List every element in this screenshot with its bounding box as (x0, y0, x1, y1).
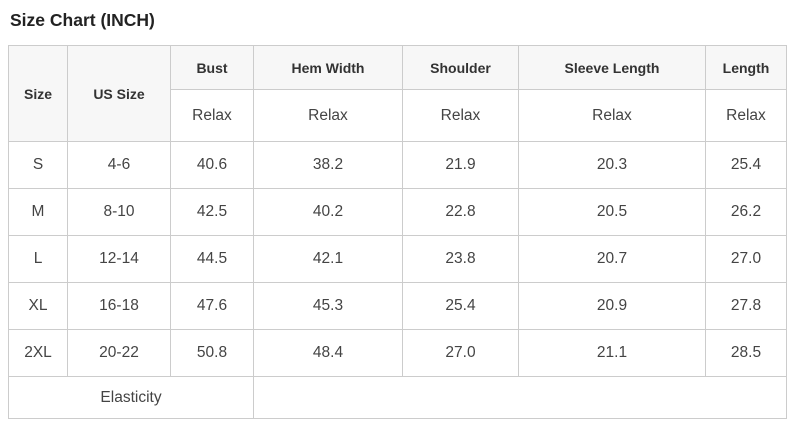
measurement-cell: 38.2 (253, 141, 403, 189)
size-row-m: M 8-10 42.5 40.2 22.8 20.5 26.2 (8, 188, 787, 236)
us-size-cell: 16-18 (67, 282, 171, 330)
size-cell: M (8, 188, 68, 236)
size-row-s: S 4-6 40.6 38.2 21.9 20.3 25.4 (8, 141, 787, 189)
fit-type-row: Relax Relax Relax Relax Relax (9, 89, 787, 142)
measurement-cell: 27.8 (705, 282, 787, 330)
size-chart-table: Size US Size Bust Hem Width Shoulder Sle… (8, 45, 787, 419)
page-title: Size Chart (INCH) (10, 10, 155, 30)
size-cell: 2XL (8, 329, 68, 377)
measurement-cell: 20.5 (518, 188, 706, 236)
size-cell: XL (8, 282, 68, 330)
measurement-cell: 45.3 (253, 282, 403, 330)
measurement-cell: 25.4 (705, 141, 787, 189)
measurement-cell: 22.8 (402, 188, 519, 236)
size-chart-body: S 4-6 40.6 38.2 21.9 20.3 25.4 M 8-10 42.5 40.2 22.… (8, 141, 787, 377)
fit-cell-sleeve-length: Relax (518, 89, 706, 142)
measurement-cell: 42.5 (170, 188, 254, 236)
size-row-2xl: 2XL 20-22 50.8 48.4 27.0 21.1 28.5 (8, 329, 787, 377)
measurement-cell: 20.3 (518, 141, 706, 189)
measurement-cell: 42.1 (253, 235, 403, 283)
fit-cell-shoulder: Relax (402, 89, 519, 142)
fit-cell-hem-width: Relax (253, 89, 403, 142)
col-header-bust: Bust (170, 45, 254, 90)
col-header-us-size: US Size (67, 45, 171, 142)
col-header-hem-width: Hem Width (253, 45, 403, 90)
measurement-cell: 40.6 (170, 141, 254, 189)
us-size-cell: 12-14 (67, 235, 171, 283)
size-row-l: L 12-14 44.5 42.1 23.8 20.7 27.0 (8, 235, 787, 283)
size-cell: L (8, 235, 68, 283)
measurement-cell: 40.2 (253, 188, 403, 236)
size-chart-footer: Elasticity (8, 376, 787, 419)
col-header-size: Size (8, 45, 68, 142)
measurement-cell: 20.9 (518, 282, 706, 330)
fit-cell-length: Relax (705, 89, 787, 142)
size-row-xl: XL 16-18 47.6 45.3 25.4 20.9 27.8 (8, 282, 787, 330)
size-chart-header: Size US Size Bust Hem Width Shoulder Sle… (8, 45, 787, 142)
col-header-length: Length (705, 45, 787, 90)
measurement-cell: 44.5 (170, 235, 254, 283)
measurement-cell: 50.8 (170, 329, 254, 377)
us-size-cell: 20-22 (67, 329, 171, 377)
col-header-sleeve-length: Sleeve Length (518, 45, 706, 90)
fit-cell-bust: Relax (170, 89, 254, 142)
column-header-row: Size US Size Bust Hem Width Shoulder Sle… (8, 45, 787, 142)
elasticity-value-cell (253, 376, 787, 419)
measurement-cell: 28.5 (705, 329, 787, 377)
measurement-cell: 23.8 (402, 235, 519, 283)
measurement-cell: 47.6 (170, 282, 254, 330)
elasticity-row: Elasticity (8, 376, 787, 419)
us-size-cell: 8-10 (67, 188, 171, 236)
measurement-cell: 21.9 (402, 141, 519, 189)
measurement-cell: 48.4 (253, 329, 403, 377)
measurement-cell: 26.2 (705, 188, 787, 236)
measurement-cell: 27.0 (705, 235, 787, 283)
col-header-shoulder: Shoulder (402, 45, 519, 90)
measurement-cell: 20.7 (518, 235, 706, 283)
measurement-cell: 27.0 (402, 329, 519, 377)
elasticity-label-cell: Elasticity (8, 376, 254, 419)
measurement-cell: 21.1 (518, 329, 706, 377)
us-size-cell: 4-6 (67, 141, 171, 189)
size-cell: S (8, 141, 68, 189)
measurement-cell: 25.4 (402, 282, 519, 330)
